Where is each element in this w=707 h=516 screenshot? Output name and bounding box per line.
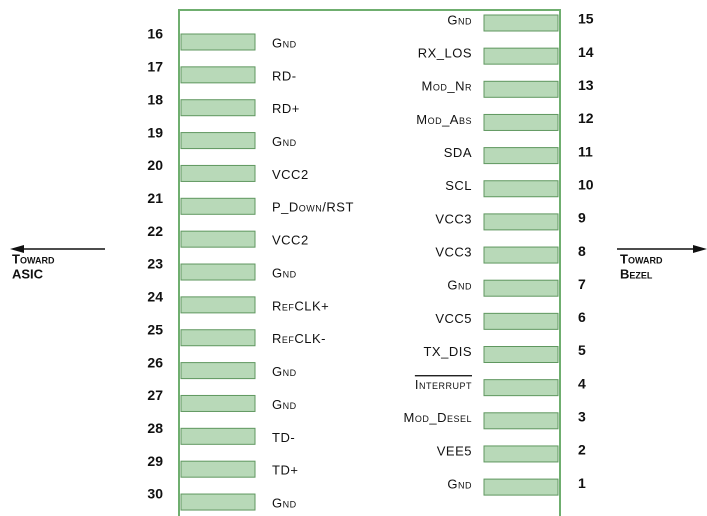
- pin-number: 7: [578, 276, 586, 292]
- pin-number: 20: [147, 157, 163, 173]
- pin-pad: [180, 99, 256, 117]
- pin-label: RefCLK+: [272, 298, 329, 313]
- pin-pad: [483, 346, 559, 363]
- pin-pad: [180, 493, 256, 511]
- pin-label: P_Down/RST: [272, 200, 354, 215]
- pin-pad: [483, 379, 559, 397]
- pin-number: 29: [147, 453, 163, 469]
- pin-number: 6: [578, 309, 586, 325]
- pin-label: Interrupt: [415, 377, 472, 392]
- pin-pad: [180, 296, 256, 314]
- pin-number: 18: [147, 91, 163, 107]
- pin-pad: [180, 329, 256, 347]
- pin-pad: [483, 312, 559, 330]
- direction-label: Toward: [12, 251, 55, 266]
- pin-number: 5: [578, 342, 586, 358]
- pin-number: 26: [147, 354, 163, 370]
- pin-label: VCC3: [435, 211, 472, 226]
- pin-label: SDA: [444, 145, 472, 160]
- pin-number: 3: [578, 409, 586, 425]
- pin-pad: [180, 197, 256, 215]
- pin-number: 24: [147, 289, 163, 305]
- pin-pad: [180, 132, 256, 150]
- right-arrow: [617, 245, 707, 253]
- pin-number: 15: [578, 11, 594, 27]
- pin-pad: [180, 263, 256, 281]
- pin-label: RX_LOS: [418, 46, 472, 61]
- pin-label: RD-: [272, 68, 297, 83]
- pin-pad: [483, 147, 559, 165]
- direction-label: ASIC: [12, 266, 44, 281]
- pin-label: Gnd: [447, 477, 472, 492]
- pin-pad: [483, 213, 559, 231]
- pin-number: 30: [147, 486, 163, 502]
- pin-label: TD-: [272, 430, 295, 445]
- pin-label: VCC2: [272, 167, 309, 182]
- pin-pad: [483, 14, 559, 32]
- pin-number: 22: [147, 223, 163, 239]
- pin-pad: [180, 164, 256, 182]
- pin-label: RefCLK-: [272, 331, 326, 346]
- pin-number: 12: [578, 110, 594, 126]
- pin-pad: [180, 460, 256, 478]
- pin-number: 16: [147, 26, 163, 42]
- pin-pad: [483, 47, 559, 65]
- pin-label: Gnd: [272, 134, 297, 149]
- pin-label: VCC2: [272, 233, 309, 248]
- pin-label: Gnd: [447, 12, 472, 27]
- pin-number: 10: [578, 176, 594, 192]
- pin-label: VCC3: [435, 244, 472, 259]
- pin-label: TX_DIS: [423, 344, 472, 359]
- pin-pad: [483, 80, 559, 98]
- pin-label: VEE5: [437, 443, 472, 458]
- pin-label: Mod_Abs: [416, 112, 472, 127]
- pin-number: 25: [147, 321, 163, 337]
- pin-pad: [483, 246, 559, 264]
- left-arrow: [10, 245, 105, 253]
- pin-number: 14: [578, 44, 594, 60]
- pin-label: Mod_Desel: [404, 410, 472, 425]
- pin-pad: [483, 412, 559, 430]
- connector-outline: [178, 9, 561, 516]
- pin-number: 8: [578, 243, 586, 259]
- pin-number: 28: [147, 420, 163, 436]
- pin-number: 11: [578, 143, 593, 159]
- pin-pad: [483, 113, 559, 131]
- pin-pad: [180, 427, 256, 445]
- pin-number: 19: [147, 124, 163, 140]
- pin-pad: [483, 180, 559, 198]
- pin-number: 21: [147, 190, 163, 206]
- pin-pad: [180, 33, 256, 51]
- pin-pad: [180, 230, 256, 248]
- pin-pad: [180, 66, 256, 84]
- pin-number: 23: [147, 256, 163, 272]
- pin-label: Gnd: [272, 495, 297, 510]
- pin-number: 2: [578, 442, 586, 458]
- pin-label: Gnd: [447, 278, 472, 293]
- pin-number: 9: [578, 210, 586, 226]
- pin-label: VCC5: [435, 311, 472, 326]
- pin-label: TD+: [272, 463, 298, 478]
- pin-label: SCL: [445, 178, 472, 193]
- pin-pad: [483, 445, 559, 463]
- pin-number: 27: [147, 387, 163, 403]
- pin-pad: [180, 362, 256, 380]
- direction-label: Toward: [620, 251, 663, 266]
- pin-pad: [483, 478, 559, 496]
- pin-label: Gnd: [272, 364, 297, 379]
- pin-label: RD+: [272, 101, 300, 116]
- pin-pad: [483, 279, 559, 297]
- pin-number: 4: [578, 375, 586, 391]
- pin-number: 1: [578, 475, 586, 491]
- pin-number: 13: [578, 77, 594, 93]
- pin-number: 17: [147, 59, 163, 75]
- pin-label: Mod_Nr: [422, 79, 472, 94]
- pin-label: Gnd: [272, 35, 297, 50]
- pin-label: Gnd: [272, 265, 297, 280]
- pin-pad: [180, 394, 256, 412]
- pin-label: Gnd: [272, 397, 297, 412]
- direction-label: Bezel: [620, 266, 653, 281]
